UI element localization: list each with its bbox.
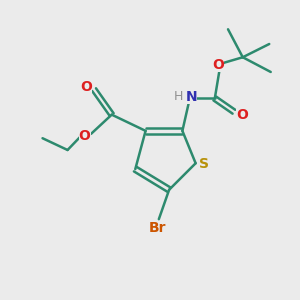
Text: Br: Br bbox=[148, 221, 166, 235]
Text: S: S bbox=[200, 157, 209, 171]
Text: O: O bbox=[212, 58, 224, 73]
Text: H: H bbox=[174, 90, 183, 103]
Text: O: O bbox=[236, 108, 248, 122]
Text: O: O bbox=[80, 80, 92, 94]
Text: O: O bbox=[79, 129, 91, 143]
Text: N: N bbox=[185, 90, 197, 104]
